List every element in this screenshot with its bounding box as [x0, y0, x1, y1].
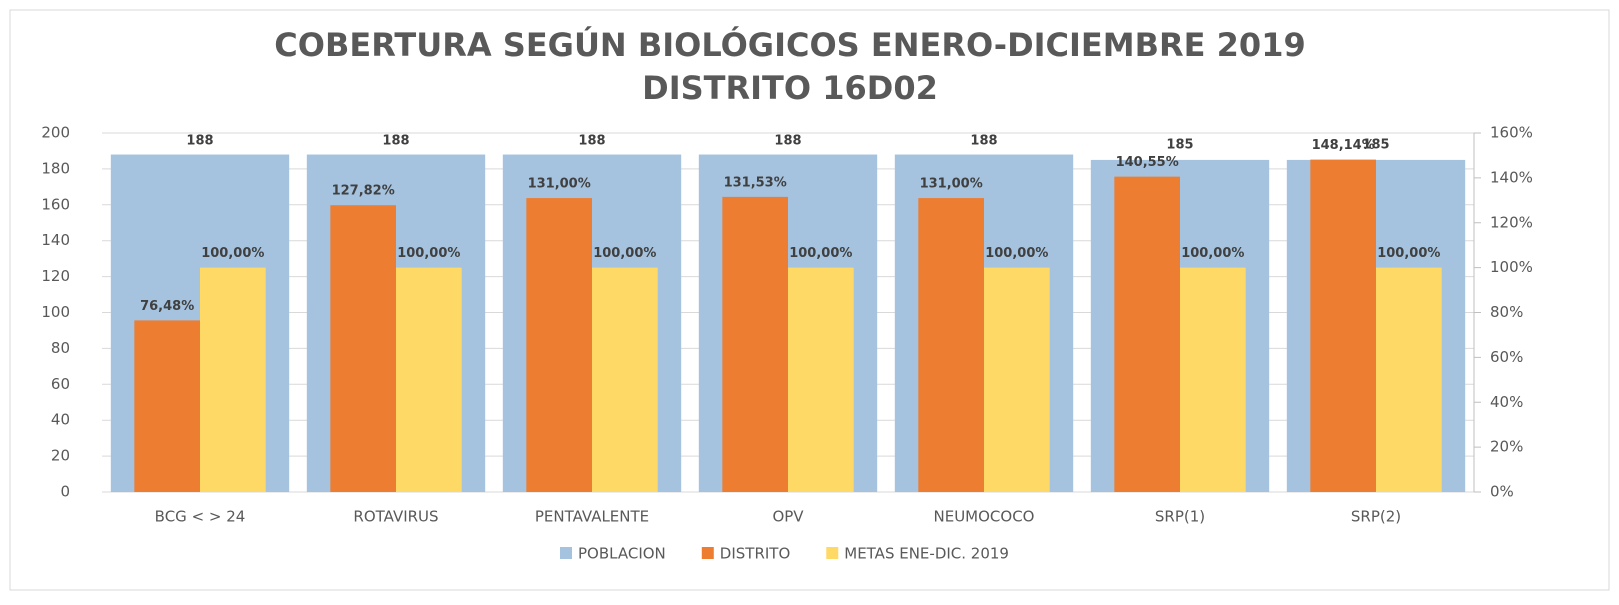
y-tick-label: 80	[51, 339, 70, 357]
bar	[200, 267, 266, 492]
legend-label: POBLACION	[578, 545, 666, 563]
legend-label: METAS ENE-DIC. 2019	[844, 545, 1009, 563]
data-label: 127,82%	[332, 184, 395, 199]
x-tick-label: NEUMOCOCO	[934, 508, 1035, 526]
y2-tick-label: 160%	[1490, 124, 1533, 142]
y2-tick-label: 100%	[1490, 258, 1533, 276]
bar	[592, 267, 658, 492]
y2-tick-label: 80%	[1490, 303, 1523, 321]
chart-subtitle: DISTRITO 16D02	[642, 69, 938, 107]
data-label: 188	[970, 134, 997, 149]
y-tick-label: 0	[60, 483, 70, 501]
y-tick-label: 160	[41, 195, 70, 213]
x-tick-label: ROTAVIRUS	[353, 508, 438, 526]
x-tick-label: BCG < > 24	[155, 508, 246, 526]
data-label: 131,00%	[920, 177, 983, 192]
y2-tick-label: 60%	[1490, 348, 1523, 366]
y-tick-label: 200	[41, 124, 70, 142]
data-label: 100,00%	[593, 246, 656, 261]
y-tick-label: 100	[41, 303, 70, 321]
bar	[1114, 176, 1180, 492]
data-label: 188	[774, 134, 801, 149]
legend-swatch	[701, 547, 714, 559]
y-tick-label: 60	[51, 375, 70, 393]
data-label: 131,00%	[528, 177, 591, 192]
y-tick-label: 180	[41, 159, 70, 177]
data-label: 100,00%	[201, 246, 264, 261]
bar	[1376, 267, 1442, 492]
data-label: 76,48%	[140, 299, 194, 314]
data-label: 185	[1166, 138, 1193, 153]
y2-tick-label: 20%	[1490, 438, 1523, 456]
y2-tick-label: 40%	[1490, 393, 1523, 411]
bar	[330, 205, 396, 493]
chart-title: COBERTURA SEGÚN BIOLÓGICOS ENERO-DICIEMB…	[274, 25, 1305, 64]
data-label: 140,55%	[1116, 155, 1179, 170]
data-label: 100,00%	[789, 246, 852, 261]
x-tick-label: PENTAVALENTE	[535, 508, 649, 526]
x-tick-label: OPV	[772, 508, 804, 526]
data-label: 100,00%	[985, 246, 1048, 261]
data-label: 188	[186, 134, 213, 149]
bar	[918, 198, 984, 492]
bar	[526, 198, 592, 492]
x-tick-label: SRP(2)	[1351, 508, 1401, 526]
data-label: 185	[1362, 138, 1389, 153]
legend-swatch	[826, 547, 839, 559]
y-tick-label: 120	[41, 267, 70, 285]
data-label: 100,00%	[397, 246, 460, 261]
y2-tick-label: 120%	[1490, 213, 1533, 231]
data-label: 188	[382, 134, 409, 149]
legend-label: DISTRITO	[720, 545, 790, 563]
y-tick-label: 40	[51, 411, 70, 429]
y-tick-label: 20	[51, 447, 70, 465]
data-label: 100,00%	[1377, 246, 1440, 261]
y2-tick-label: 140%	[1490, 168, 1533, 186]
data-label: 131,53%	[724, 175, 787, 190]
bar	[396, 267, 462, 492]
bar	[788, 267, 854, 492]
bar	[1310, 159, 1376, 492]
x-tick-label: SRP(1)	[1155, 508, 1205, 526]
bar	[722, 196, 788, 492]
data-label: 188	[578, 134, 605, 149]
bar	[1180, 267, 1246, 492]
data-label: 148,14%	[1312, 138, 1375, 153]
bar	[134, 320, 200, 492]
y2-tick-label: 0%	[1490, 483, 1514, 501]
bar	[984, 267, 1050, 492]
y-tick-label: 140	[41, 231, 70, 249]
legend-swatch	[560, 547, 572, 559]
data-label: 100,00%	[1181, 246, 1244, 261]
